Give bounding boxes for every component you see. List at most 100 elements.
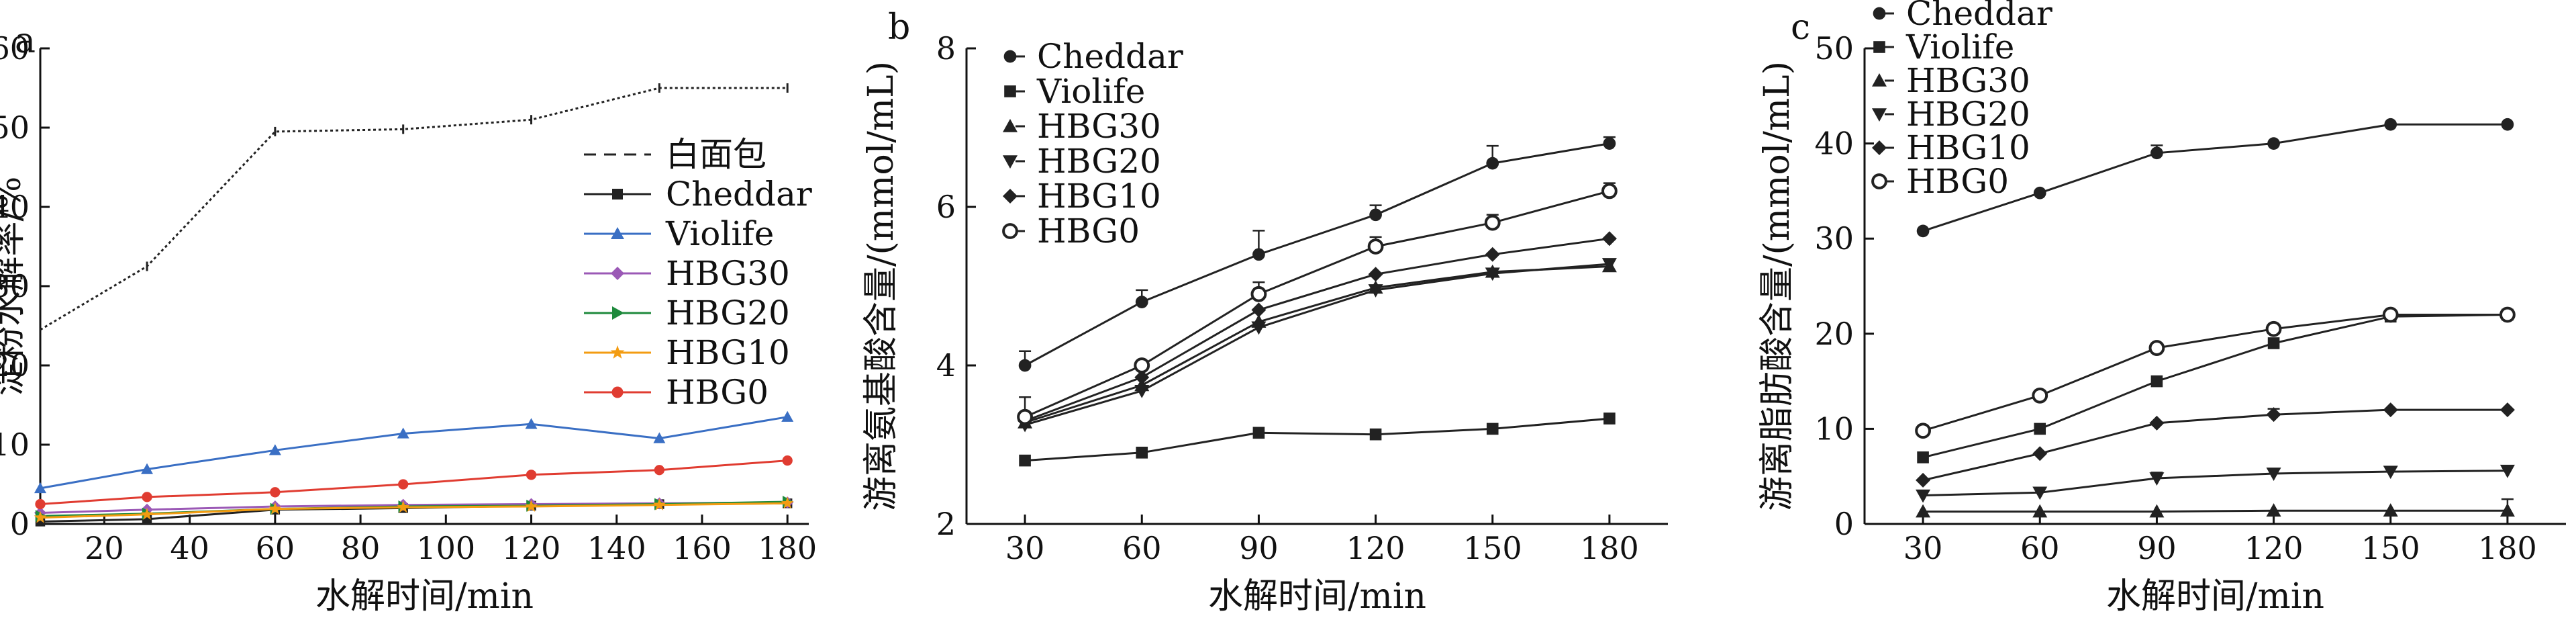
x-tick-label: 120 bbox=[2244, 530, 2303, 566]
data-point bbox=[141, 463, 154, 474]
legend-entry: HBG30 bbox=[584, 254, 790, 293]
data-point bbox=[1603, 412, 1616, 425]
y-tick-label: 60 bbox=[0, 30, 30, 67]
data-point bbox=[2384, 118, 2397, 131]
legend-label: 白面包 bbox=[666, 135, 766, 174]
legend-entry: HBG10 bbox=[1003, 177, 1161, 216]
legend-label: HBG30 bbox=[666, 254, 790, 293]
legend-marker bbox=[611, 267, 624, 280]
data-point bbox=[1916, 504, 1931, 518]
y-tick-label: 4 bbox=[936, 347, 956, 384]
data-point bbox=[1134, 369, 1150, 385]
x-tick-label: 180 bbox=[2478, 530, 2537, 566]
data-point bbox=[1134, 384, 1150, 398]
data-point bbox=[525, 500, 538, 512]
series-cheddar bbox=[1916, 118, 2514, 238]
legend-label: Cheddar bbox=[666, 175, 812, 214]
data-point bbox=[1134, 357, 1150, 373]
legend-label: Cheddar bbox=[1037, 37, 1183, 76]
x-tick-label: 120 bbox=[502, 530, 561, 566]
legend-marker bbox=[1871, 173, 1887, 189]
data-point bbox=[1135, 296, 1148, 308]
y-tick-label: 40 bbox=[0, 189, 30, 225]
x-tick-label: 90 bbox=[1239, 530, 1279, 566]
data-point bbox=[1019, 454, 1031, 467]
data-point bbox=[2499, 464, 2515, 478]
data-point bbox=[1250, 285, 1267, 302]
x-tick-label: 90 bbox=[2137, 530, 2177, 566]
data-point bbox=[2499, 402, 2515, 418]
series-line bbox=[40, 459, 788, 505]
data-point bbox=[1368, 267, 1383, 282]
data-point bbox=[2382, 306, 2399, 323]
x-tick-label: 180 bbox=[1580, 530, 1639, 566]
data-point bbox=[1136, 447, 1148, 459]
data-point bbox=[270, 487, 281, 498]
legend-marker bbox=[612, 306, 624, 320]
y-tick-label: 50 bbox=[1814, 30, 1854, 67]
series-violife bbox=[34, 410, 794, 494]
series-hbg20 bbox=[1018, 258, 1617, 433]
legend-label: Cheddar bbox=[1906, 0, 2052, 33]
data-point bbox=[652, 498, 666, 511]
data-point bbox=[1369, 208, 1382, 222]
data-point bbox=[1603, 137, 1616, 150]
data-point bbox=[2150, 375, 2163, 388]
y-axis-title: 游离氨基酸含量/(mmol/mL) bbox=[861, 61, 901, 511]
data-point bbox=[2265, 320, 2282, 337]
panel-c: c 0 10 20 30 40 50 30 60 90 120 150 180 水解时间/min 游离脂肪酸… bbox=[1757, 0, 2566, 617]
series-line bbox=[1922, 314, 2508, 432]
series-line bbox=[1024, 142, 1610, 367]
series-hbg0 bbox=[1017, 182, 1618, 425]
series-hbg30 bbox=[1916, 498, 2515, 518]
y-tick-label: 0 bbox=[10, 506, 30, 542]
data-point bbox=[397, 500, 410, 513]
legend-label: Violife bbox=[1905, 28, 2014, 67]
legend-entry: HBG30 bbox=[1872, 61, 2030, 100]
data-point bbox=[1018, 359, 1032, 372]
data-point bbox=[2499, 503, 2515, 517]
panel-letter: c bbox=[1791, 7, 1810, 48]
x-tick-label: 30 bbox=[1903, 530, 1943, 566]
data-point bbox=[2266, 468, 2281, 481]
panel-a: a 0 10 20 30 40 50 60 20 40 60 80 100 120 140 160 180 水解时… bbox=[0, 21, 817, 617]
x-axis-title: 水解时间/min bbox=[315, 576, 534, 617]
legend-marker bbox=[1003, 189, 1018, 204]
data-point bbox=[654, 465, 665, 476]
series-line bbox=[1922, 123, 2508, 232]
series-line bbox=[1024, 263, 1610, 426]
legend-marker bbox=[1872, 140, 1887, 155]
data-point bbox=[1252, 427, 1265, 439]
legend-entry: HBG10 bbox=[1872, 128, 2030, 167]
legend-entry: HBG20 bbox=[1872, 95, 2030, 134]
legend-label: HBG10 bbox=[1906, 128, 2030, 167]
data-point bbox=[268, 502, 282, 515]
series-violife bbox=[1917, 308, 2514, 463]
data-point bbox=[1369, 428, 1382, 441]
data-point bbox=[2032, 446, 2048, 461]
series-hbg10 bbox=[1018, 231, 1617, 429]
data-point bbox=[2383, 466, 2398, 480]
data-point bbox=[35, 498, 46, 510]
panel-letter: a bbox=[15, 21, 36, 61]
data-point bbox=[2032, 387, 2048, 404]
series-hbg10 bbox=[34, 496, 794, 523]
series-白面包 bbox=[40, 83, 789, 331]
data-point bbox=[398, 479, 409, 490]
data-point bbox=[1484, 214, 1501, 231]
legend-marker bbox=[1004, 85, 1016, 97]
legend-entry: Cheddar bbox=[1003, 37, 1183, 76]
data-point bbox=[526, 470, 537, 480]
legend-marker bbox=[1003, 119, 1018, 132]
data-point bbox=[2149, 472, 2165, 486]
series-line bbox=[1024, 189, 1610, 418]
series-hbg0 bbox=[35, 455, 793, 510]
data-point bbox=[2267, 137, 2280, 150]
y-axis-title: 淀粉水解率/% bbox=[0, 177, 29, 396]
series-line bbox=[40, 416, 788, 490]
data-point bbox=[1485, 247, 1500, 262]
x-axis-title: 水解时间/min bbox=[1208, 576, 1426, 617]
data-point bbox=[1601, 231, 1617, 247]
data-point bbox=[2149, 415, 2165, 431]
legend-entry: HBG20 bbox=[584, 294, 790, 333]
